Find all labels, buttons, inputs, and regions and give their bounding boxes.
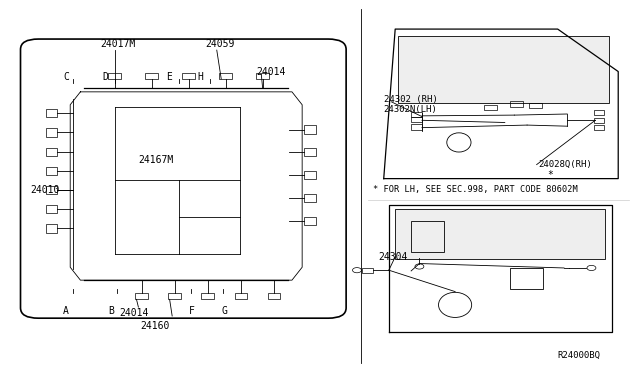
Bar <box>484 105 497 110</box>
Bar <box>411 117 422 122</box>
Text: R24000BQ: R24000BQ <box>557 350 600 360</box>
Text: 24014: 24014 <box>119 308 148 318</box>
Text: 24160: 24160 <box>140 321 170 331</box>
Bar <box>304 171 316 179</box>
Text: C: C <box>63 72 69 82</box>
Text: * FOR LH, SEE SEC.998, PART CODE 80602M: * FOR LH, SEE SEC.998, PART CODE 80602M <box>373 185 578 194</box>
Bar <box>362 267 373 273</box>
Text: 24028Q(RH): 24028Q(RH) <box>538 160 591 169</box>
Text: H: H <box>198 72 204 82</box>
Bar <box>411 221 444 253</box>
Bar <box>46 205 58 213</box>
Text: 24302N(LH): 24302N(LH) <box>384 105 438 114</box>
Bar <box>510 268 543 289</box>
Bar <box>220 73 232 79</box>
Bar <box>46 186 58 194</box>
Text: D: D <box>102 72 108 82</box>
Bar <box>46 167 58 175</box>
Bar <box>202 293 214 299</box>
Bar <box>46 128 58 137</box>
Bar <box>235 293 247 299</box>
Text: G: G <box>221 306 227 316</box>
Bar <box>304 194 316 202</box>
Text: 24014: 24014 <box>256 67 285 77</box>
Text: E: E <box>166 72 172 82</box>
Bar <box>594 110 604 115</box>
Bar <box>108 73 121 79</box>
Bar <box>510 102 523 107</box>
Text: *: * <box>547 170 553 180</box>
Bar <box>594 125 604 130</box>
Bar <box>594 118 604 123</box>
Text: 24302 (RH): 24302 (RH) <box>384 95 438 104</box>
Bar <box>46 109 58 117</box>
Text: 24010: 24010 <box>30 185 60 195</box>
Text: 24304: 24304 <box>379 252 408 262</box>
Bar <box>46 224 58 232</box>
Bar <box>268 293 280 299</box>
Bar <box>304 148 316 157</box>
Text: F: F <box>189 306 195 316</box>
Bar <box>135 293 148 299</box>
Bar <box>46 148 58 156</box>
Text: 24017M: 24017M <box>100 39 136 49</box>
Bar <box>304 125 316 134</box>
Bar <box>168 293 181 299</box>
Bar <box>529 103 541 108</box>
Polygon shape <box>397 36 609 103</box>
Text: 24059: 24059 <box>205 39 235 49</box>
Bar <box>145 73 158 79</box>
Bar <box>411 124 422 129</box>
Text: 24167M: 24167M <box>138 155 173 165</box>
Bar <box>256 73 269 79</box>
Text: B: B <box>108 306 115 316</box>
Bar <box>411 112 422 117</box>
Bar <box>182 73 195 79</box>
Polygon shape <box>395 209 605 259</box>
Bar <box>304 217 316 225</box>
Text: A: A <box>63 306 69 316</box>
